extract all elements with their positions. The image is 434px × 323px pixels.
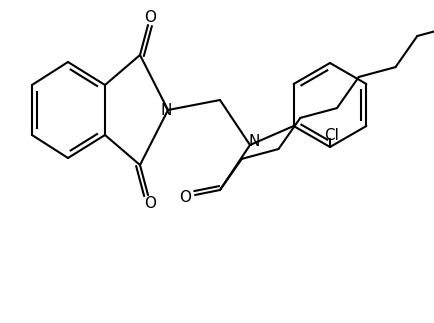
- Text: N: N: [160, 102, 171, 118]
- Text: O: O: [144, 195, 156, 211]
- Text: O: O: [178, 190, 191, 204]
- Text: O: O: [144, 9, 156, 25]
- Text: N: N: [248, 133, 259, 149]
- Text: Cl: Cl: [324, 128, 339, 142]
